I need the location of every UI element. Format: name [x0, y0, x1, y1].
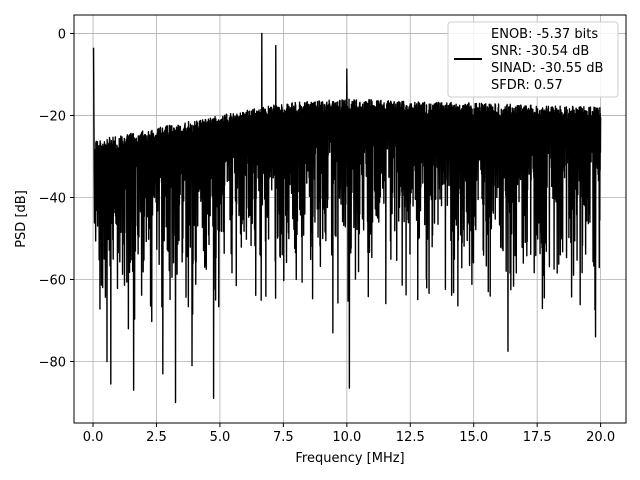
x-tick-label: 17.5 [523, 430, 552, 445]
x-tick-label: 20.0 [586, 430, 615, 445]
x-tick-label: 10.0 [332, 430, 361, 445]
legend-enob: ENOB: -5.37 bits [491, 27, 598, 42]
x-tick-label: 15.0 [459, 430, 488, 445]
x-axis-ticks: 0.0 2.5 5.0 7.5 10.0 12.5 15.0 17.5 20.0 [83, 423, 615, 445]
x-tick-label: 7.5 [273, 430, 294, 445]
x-axis-label: Frequency [MHz] [295, 451, 404, 466]
y-axis-ticks: 0 −20 −40 −60 −80 [39, 27, 74, 370]
legend-snr: SNR: -30.54 dB [491, 44, 589, 59]
y-axis-label: PSD [dB] [14, 190, 29, 248]
legend-sinad: SINAD: -30.55 dB [491, 61, 603, 76]
y-tick-label: −80 [39, 355, 66, 370]
legend: ENOB: -5.37 bits SNR: -30.54 dB SINAD: -… [447, 21, 619, 98]
x-tick-label: 5.0 [210, 430, 231, 445]
psd-trace-line [92, 32, 602, 404]
psd-series [92, 32, 602, 404]
axes-frame [73, 14, 627, 424]
y-tick-label: −60 [39, 273, 66, 288]
y-tick-label: −20 [39, 109, 66, 124]
plot-data-area [92, 32, 602, 404]
y-tick-label: −40 [39, 191, 66, 206]
legend-box [447, 21, 619, 98]
x-tick-label: 0.0 [83, 430, 104, 445]
legend-sfdr: SFDR: 0.57 [491, 78, 563, 93]
y-tick-label: 0 [58, 27, 66, 42]
x-tick-label: 2.5 [146, 430, 167, 445]
x-tick-label: 12.5 [396, 430, 425, 445]
